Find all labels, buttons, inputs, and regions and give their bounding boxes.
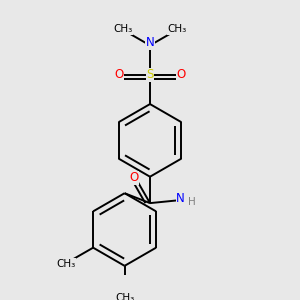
Text: O: O: [176, 68, 185, 81]
Text: N: N: [176, 192, 185, 205]
Text: S: S: [146, 68, 154, 81]
Text: CH₃: CH₃: [114, 24, 133, 34]
Text: H: H: [188, 196, 196, 207]
Text: CH₃: CH₃: [167, 24, 186, 34]
Text: O: O: [129, 171, 139, 184]
Text: CH₃: CH₃: [57, 259, 76, 269]
Text: N: N: [146, 36, 154, 49]
Text: CH₃: CH₃: [115, 293, 134, 300]
Text: O: O: [115, 68, 124, 81]
